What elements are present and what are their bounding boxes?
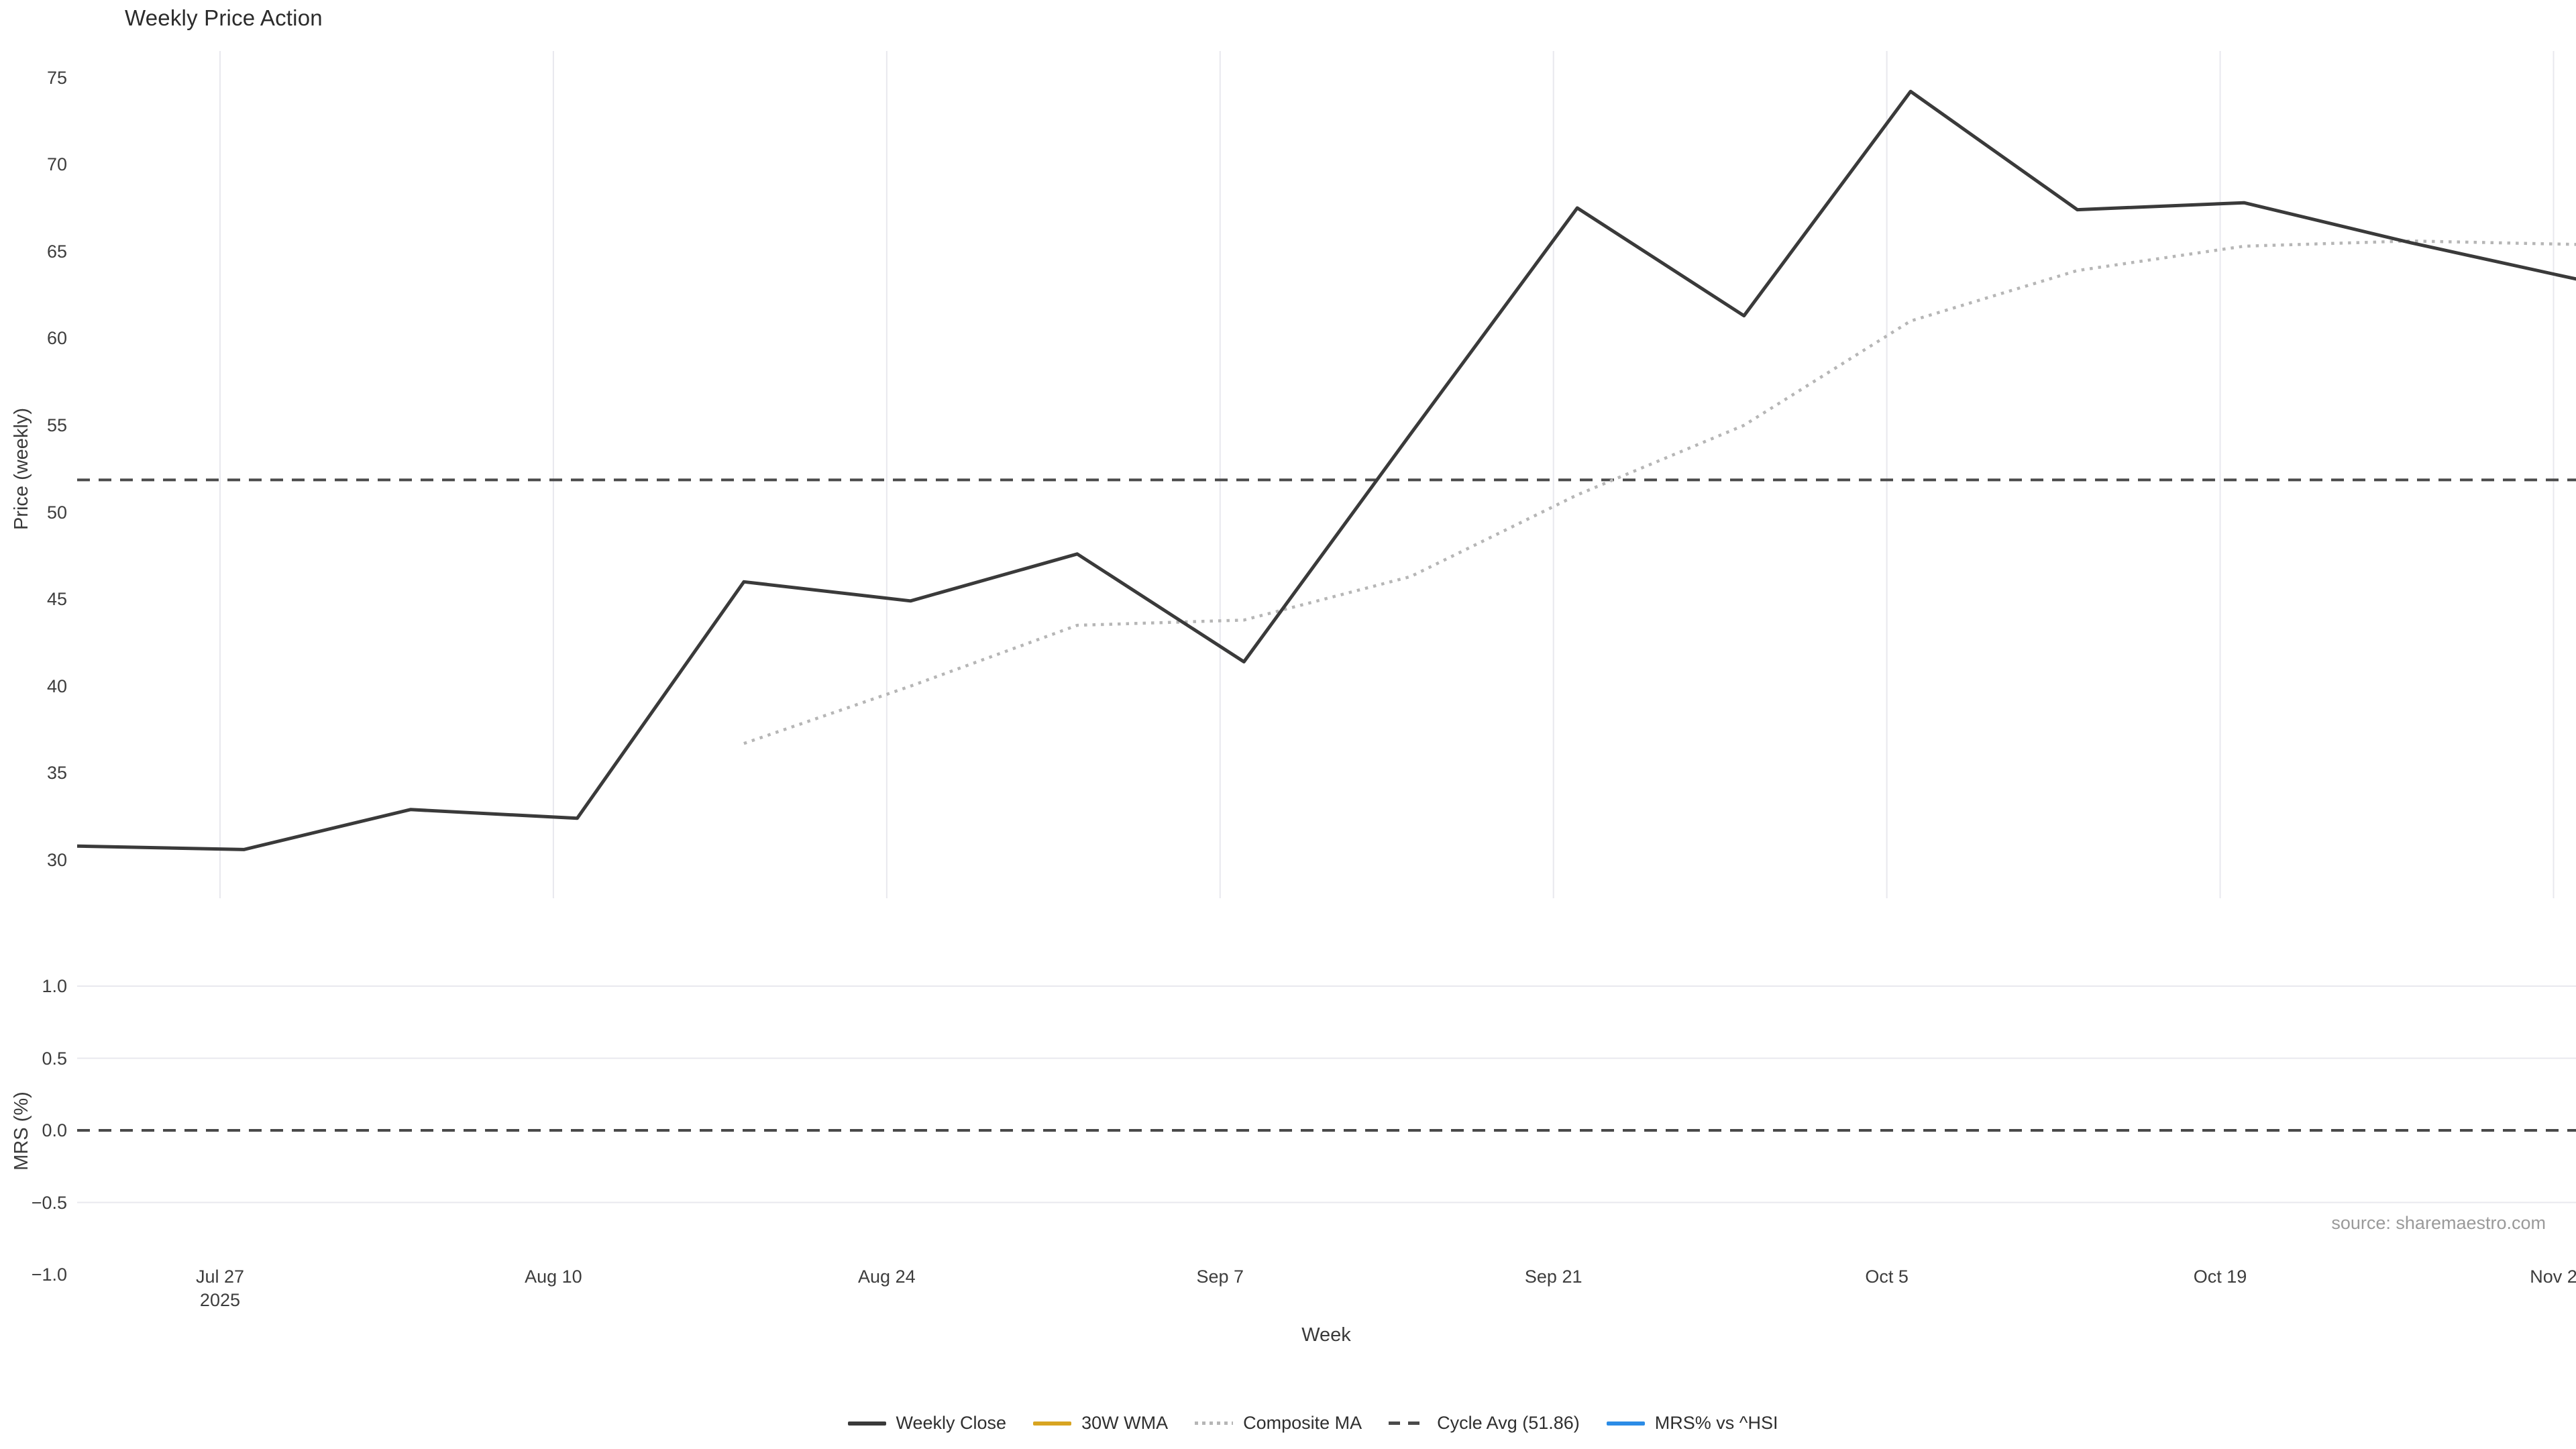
mrs-ytick: 0.0 [42,1120,67,1140]
legend-item-cycle-avg-51-86-[interactable]: Cycle Avg (51.86) [1389,1413,1580,1434]
mrs-axis-title: MRS (%) [11,1091,32,1171]
x-axis-title: Week [1301,1324,1351,1346]
x-tick: Aug 24 [858,1267,916,1287]
dotted-line-swatch-icon [1195,1421,1234,1425]
x-tick: Oct 19 [2193,1267,2247,1287]
source-note: source: sharemaestro.com [2331,1213,2546,1233]
price-ytick: 40 [46,676,67,696]
price-axis-title: Price (weekly) [11,407,32,531]
price-ytick: 55 [46,415,67,435]
x-tick: Jul 27 2025 [195,1267,244,1310]
price-ytick: 45 [46,589,67,610]
price-ytick: 30 [46,849,67,870]
price-ytick: 70 [46,154,67,175]
mrs-ytick: −1.0 [31,1265,67,1285]
x-tick: Nov 2 [2530,1267,2576,1287]
legend-item-mrs-vs-hsi[interactable]: MRS% vs ^HSI [1606,1413,1778,1434]
legend: Weekly Close 30W WMA Composite MA Cycle Avg… [0,1413,2576,1434]
legend-item-label: 30W WMA [1081,1413,1169,1433]
legend-item-30w-wma[interactable]: 30W WMA [1033,1413,1168,1434]
price-ytick: 75 [46,67,67,88]
legend-item-label: MRS% vs ^HSI [1654,1413,1778,1433]
price-ytick: 65 [46,241,67,262]
legend-item-weekly-close[interactable]: Weekly Close [847,1413,1007,1434]
legend-item-label: Weekly Close [896,1413,1007,1433]
mrs-ytick: −0.5 [31,1192,67,1213]
x-tick: Oct 5 [1865,1267,1909,1287]
price-ytick: 50 [46,502,67,523]
solid-line-swatch-icon [1033,1421,1072,1426]
price-ytick: 60 [46,328,67,349]
price-ytick: 35 [46,763,67,784]
legend-item-composite-ma[interactable]: Composite MA [1195,1413,1362,1434]
mrs-ytick: 1.0 [42,976,67,996]
x-tick: Sep 7 [1196,1267,1244,1287]
dashed-line-swatch-icon [1389,1421,1428,1425]
legend-item-label: Composite MA [1243,1413,1362,1433]
chart-title: Weekly Price Action [125,5,323,30]
solid-line-swatch-icon [1606,1421,1645,1426]
solid-line-swatch-icon [847,1421,886,1426]
x-tick: Aug 10 [525,1267,582,1287]
mrs-ytick: 0.5 [42,1048,67,1069]
x-tick: Sep 21 [1524,1267,1582,1287]
legend-item-label: Cycle Avg (51.86) [1437,1413,1580,1433]
